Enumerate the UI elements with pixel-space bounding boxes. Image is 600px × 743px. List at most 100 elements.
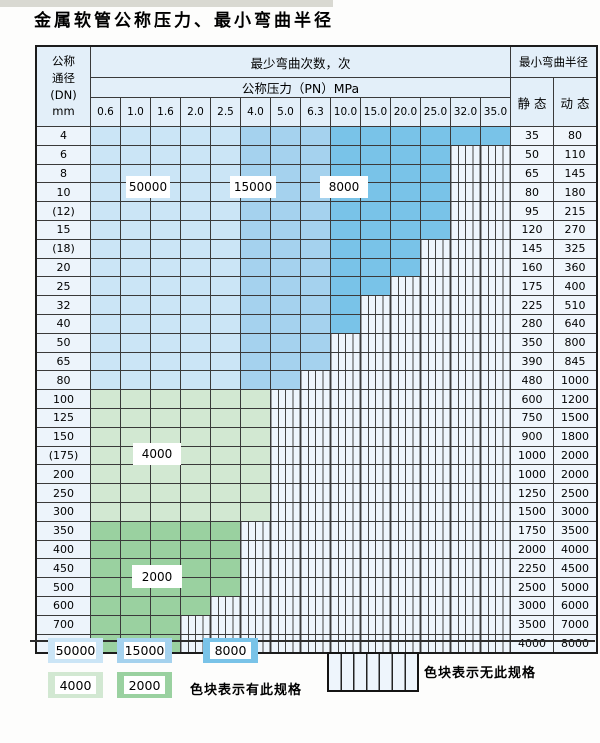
spec-cell-g40: [210, 445, 241, 466]
spec-cell-g40: [210, 426, 241, 447]
spec-cell-b15: [300, 257, 331, 278]
dynamic-radius-cell: 2500: [553, 483, 598, 503]
dynamic-radius-cell: 145: [553, 163, 598, 184]
no-spec-cell: [480, 426, 511, 447]
static-radius-cell: 280: [510, 313, 554, 334]
spec-cell-b15: [240, 295, 271, 315]
pressure-values-row: 0.6 1.0 1.6 2.0 2.5 4.0 5.0 6.3 10.0 15.0 20.0 25.0…: [36, 97, 597, 127]
spec-cell-g20: [90, 520, 121, 541]
no-spec-cell: [330, 332, 361, 353]
static-radius-cell: 80: [510, 182, 554, 203]
no-spec-cell: [450, 351, 481, 372]
spec-cell-b8: [330, 313, 361, 334]
table-row-dn-20: 20 160 360: [35, 257, 598, 278]
no-spec-cell: [270, 539, 301, 560]
no-spec-cell: [270, 464, 301, 485]
no-spec-cell: [450, 313, 481, 334]
static-radius-cell: 35: [510, 126, 554, 146]
spec-cell-b15: [240, 276, 271, 297]
no-spec-cell: [480, 238, 511, 259]
no-spec-cell: [300, 520, 331, 541]
spec-cell-g40: [150, 464, 181, 485]
static-radius-cell: 160: [510, 257, 554, 278]
dynamic-radius-cell: 325: [553, 238, 598, 259]
pressure-tick-5.0: 5.0: [270, 97, 301, 127]
no-spec-cell: [450, 219, 481, 240]
spec-cell-b15: [270, 201, 301, 221]
no-spec-cell: [420, 407, 451, 428]
no-spec-cell: [270, 426, 301, 447]
pressure-header: 公称压力（PN）MPa: [90, 77, 511, 98]
spec-cell-b8: [390, 144, 421, 165]
spec-cell-g20: [180, 520, 211, 541]
no-spec-cell: [480, 144, 511, 165]
dn-cell: 65: [35, 351, 91, 372]
no-spec-cell: [420, 313, 451, 334]
legend-swatch-4000: 4000: [48, 672, 103, 698]
no-spec-cell: [360, 558, 391, 579]
table-row-dn-600: 600 3000 6000: [35, 595, 598, 616]
spec-cell-g40: [240, 389, 271, 409]
dynamic-radius-cell: 5000: [553, 577, 598, 597]
no-spec-cell: [480, 614, 511, 635]
no-spec-cell: [360, 520, 391, 541]
spec-cell-b15: [240, 351, 271, 372]
spec-cell-b8: [390, 238, 421, 259]
spec-cell-b8: [390, 126, 421, 146]
no-spec-cell: [210, 595, 241, 616]
no-spec-cell: [450, 295, 481, 315]
spec-cell-b50: [210, 313, 241, 334]
spec-cell-b50: [210, 201, 241, 221]
spec-cell-b50: [150, 201, 181, 221]
spec-cell-b50: [90, 144, 121, 165]
no-spec-cell: [300, 407, 331, 428]
no-spec-cell: [390, 539, 421, 560]
page-top-strip: [0, 0, 333, 7]
no-spec-cell: [360, 577, 391, 597]
no-spec-cell: [270, 407, 301, 428]
dn-cell: 25: [35, 276, 91, 297]
spec-cell-g20: [90, 539, 121, 560]
no-spec-cell: [180, 614, 211, 635]
static-radius-cell: 4000: [510, 633, 554, 654]
spec-cell-g20: [90, 614, 121, 635]
pressure-tick-2.0: 2.0: [180, 97, 211, 127]
dynamic-radius-cell: 80: [553, 126, 598, 146]
no-spec-cell: [450, 520, 481, 541]
no-spec-cell: [330, 614, 361, 635]
spec-cell-b50: [90, 351, 121, 372]
corner-line-3: (DN): [50, 87, 77, 102]
no-spec-cell: [420, 501, 451, 522]
dn-cell: 350: [35, 520, 91, 541]
spec-cell-g40: [180, 501, 211, 522]
no-spec-cell: [360, 483, 391, 503]
table-row-dn-450: 450 2250 4500: [35, 558, 598, 579]
spec-cell-b50: [120, 219, 151, 240]
static-radius-cell: 1000: [510, 464, 554, 485]
no-spec-cell: [480, 539, 511, 560]
no-spec-cell: [480, 407, 511, 428]
no-spec-cell: [480, 295, 511, 315]
spec-cell-b50: [210, 351, 241, 372]
no-spec-cell: [270, 483, 301, 503]
no-spec-cell: [360, 370, 391, 391]
table-row-dn-125: 125 750 1500: [35, 407, 598, 428]
spec-cell-b8: [420, 144, 451, 165]
no-spec-cell: [330, 464, 361, 485]
spec-cell-b8: [330, 144, 361, 165]
spec-cell-b15: [240, 126, 271, 146]
no-spec-cell: [450, 276, 481, 297]
spec-cell-b50: [90, 276, 121, 297]
no-spec-cell: [480, 313, 511, 334]
spec-cell-g20: [210, 558, 241, 579]
legend-swatch-label: 50000: [54, 642, 97, 659]
no-spec-cell: [360, 464, 391, 485]
spec-cell-g20: [150, 520, 181, 541]
spec-cell-b50: [90, 201, 121, 221]
spec-cell-g40: [210, 501, 241, 522]
spec-cell-g40: [180, 483, 211, 503]
spec-cell-b50: [210, 126, 241, 146]
static-radius-cell: 120: [510, 219, 554, 240]
no-spec-cell: [300, 558, 331, 579]
no-spec-cell: [480, 370, 511, 391]
